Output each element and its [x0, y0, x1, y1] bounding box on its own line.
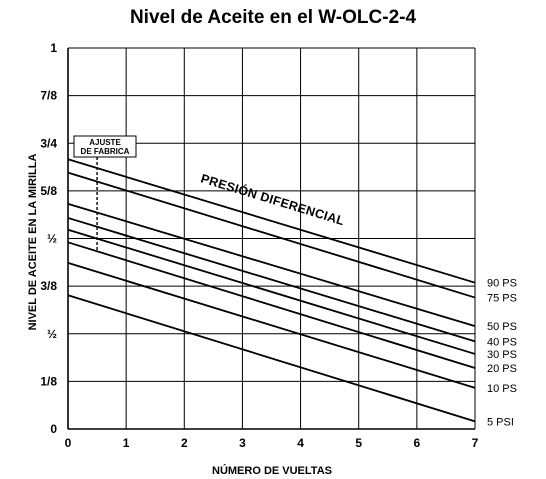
series-line-0: [67, 158, 476, 284]
y-tick-label-0: 0: [50, 422, 57, 436]
series-line-6: [67, 262, 476, 389]
x-tick-label-7: 7: [472, 436, 479, 450]
chart-title: Nivel de Aceite en el W-OLC-2-4: [129, 7, 417, 28]
x-tick-label-6: 6: [414, 436, 421, 450]
series-label-5: 20 PS: [487, 363, 517, 375]
x-axis-label: NÚMERO DE VUELTAS: [212, 464, 332, 477]
series-line-3: [67, 217, 476, 343]
series-lines: [67, 158, 476, 423]
x-tick-label-3: 3: [239, 436, 246, 450]
x-tick-label-0: 0: [65, 436, 72, 450]
series-label-1: 75 PS: [487, 293, 517, 305]
y-tick-label-7: 7/8: [40, 89, 57, 103]
series-line-7: [67, 294, 476, 423]
y-tick-label-3: 3/8: [40, 279, 57, 293]
y-tick-label-2: ½: [47, 327, 57, 341]
series-label-7: 5 PSI: [487, 416, 514, 428]
series-line-1: [67, 171, 476, 299]
y-tick-label-1: 1/8: [40, 374, 57, 388]
series-label-4: 30 PS: [487, 349, 517, 361]
x-tick-labels: 0 1 2 3 4 5 6 7: [65, 436, 479, 450]
y-axis-label: NIVEL DE ACEITE EN LA MIRILLA: [27, 154, 39, 331]
x-tick-label-4: 4: [297, 436, 304, 450]
factory-setting-label-line1: AJUSTE: [89, 138, 121, 147]
series-label-0: 90 PS: [487, 278, 517, 290]
series-label-2: 50 PS: [487, 321, 517, 333]
y-tick-label-8: 1: [50, 41, 57, 55]
factory-setting-box: [73, 135, 137, 158]
y-tick-label-6: 3/4: [40, 136, 57, 150]
factory-setting-label-line2: DE FABRICA: [81, 147, 130, 156]
series-label-3: 40 PS: [487, 336, 517, 348]
y-tick-labels: 0 1/8 ½ 3/8 ½ 5/8 3/4 7/8 1: [40, 41, 57, 436]
x-tick-label-2: 2: [181, 436, 188, 450]
series-line-2: [67, 202, 476, 327]
y-tick-label-4: ½: [47, 232, 57, 246]
series-line-5: [67, 241, 476, 369]
y-tick-label-5: 5/8: [40, 184, 57, 198]
x-tick-label-1: 1: [123, 436, 130, 450]
series-line-4: [67, 228, 476, 355]
series-label-6: 10 PS: [487, 383, 517, 395]
grid: [67, 47, 476, 430]
x-tick-label-5: 5: [355, 436, 362, 450]
